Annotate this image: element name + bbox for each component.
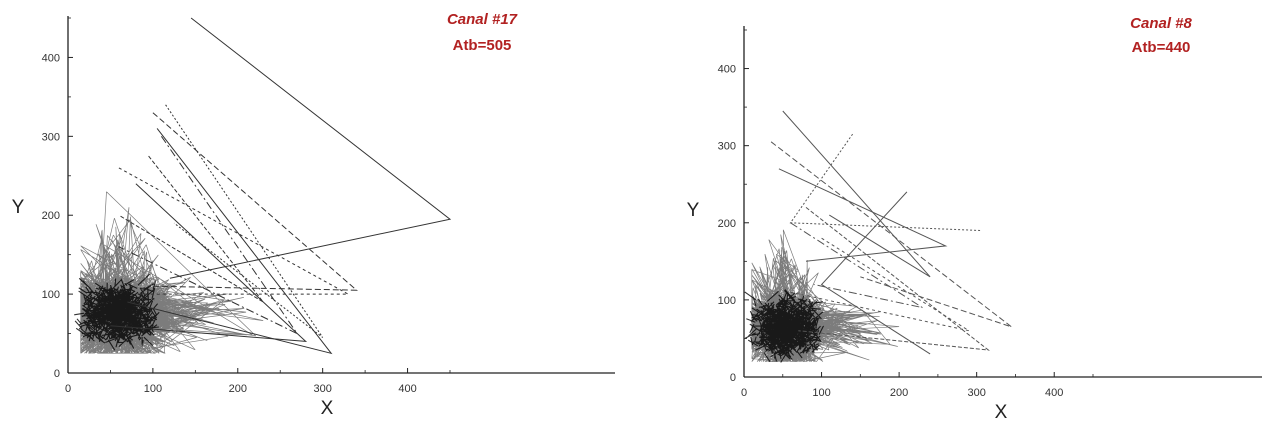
y-tick-label: 0	[730, 372, 736, 384]
trajectory-series-1	[782, 110, 931, 278]
annotation-subtitle: Atb=440	[1132, 39, 1191, 56]
x-tick-label: 200	[890, 387, 908, 399]
annotation-subtitle: Atb=505	[453, 37, 512, 54]
trajectory-series-3	[789, 133, 981, 231]
y-tick-label: 200	[718, 218, 736, 230]
x-tick-label: 100	[144, 383, 162, 395]
x-tick-label: 200	[229, 383, 247, 395]
x-tick-label: 300	[313, 383, 331, 395]
y-axis-title: Y	[687, 200, 700, 221]
trajectory-series-4	[118, 136, 299, 335]
y-tick-label: 100	[718, 295, 736, 307]
x-axis-title: X	[995, 402, 1008, 423]
trajectory-series-8	[118, 167, 349, 295]
x-tick-label: 0	[741, 387, 747, 399]
annotation-title: Canal #8	[1130, 15, 1192, 32]
trajectory-series-6	[798, 207, 990, 351]
x-tick-label: 100	[812, 387, 830, 399]
cluster-core	[74, 273, 160, 351]
dense-trajectory-cluster	[74, 191, 264, 354]
trajectory-series-2	[770, 141, 1012, 328]
trajectory-series-4	[790, 222, 923, 309]
y-tick-label: 100	[42, 289, 60, 301]
trajectory-series-5	[820, 191, 931, 355]
annotation-title: Canal #17	[447, 11, 518, 28]
x-tick-label: 400	[1045, 387, 1063, 399]
x-tick-label: 400	[398, 383, 416, 395]
trajectory-series-2	[152, 112, 358, 291]
trajectory-series-8	[790, 237, 970, 332]
cluster-core	[744, 289, 824, 363]
x-axis-title: X	[321, 398, 334, 419]
trajectory-series-6	[118, 155, 264, 303]
x-tick-label: 300	[967, 387, 985, 399]
chart-canal-8: 00 100 100 200 200 300 300 400 400 X Y Canal #8 Atb=…	[687, 15, 1262, 423]
trajectory-series-7	[110, 183, 308, 343]
y-tick-label: 300	[42, 131, 60, 143]
trajectory-series-7	[778, 168, 948, 262]
x-tick-label: 0	[65, 383, 71, 395]
y-tick-label: 0	[54, 368, 60, 380]
y-tick-label: 200	[42, 210, 60, 222]
y-axis-title: Y	[12, 197, 25, 218]
y-tick-label: 400	[42, 52, 60, 64]
trajectory-series-5	[127, 128, 333, 355]
trajectory-series-1	[169, 17, 452, 279]
trajectory-series-3	[165, 104, 324, 338]
y-tick-label: 400	[718, 64, 736, 76]
chart-canal-17: 00 100 100 200 200 300 300 400 400 X Y Canal #17 Atb…	[12, 11, 615, 419]
dense-trajectory-cluster	[744, 229, 900, 363]
y-tick-label: 300	[718, 141, 736, 153]
